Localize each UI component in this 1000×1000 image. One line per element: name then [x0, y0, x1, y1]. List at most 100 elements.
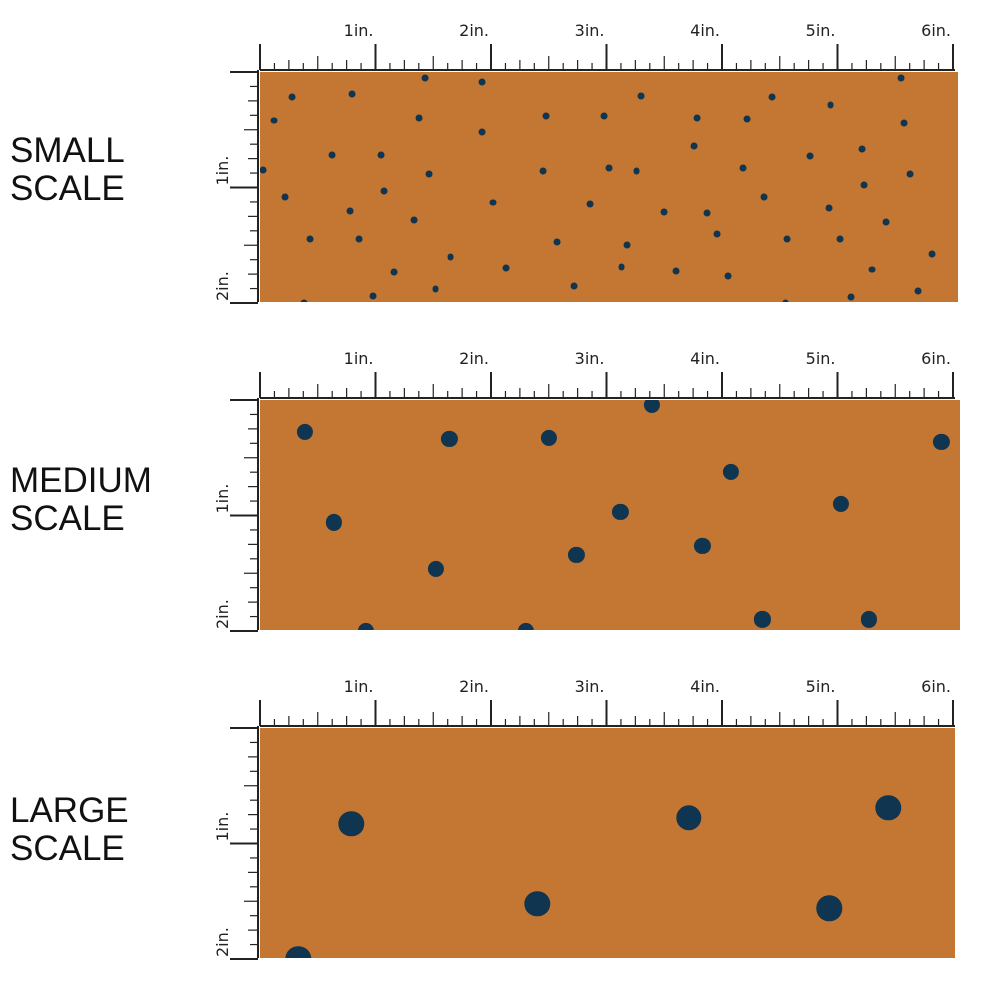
polka-dot	[694, 537, 711, 554]
polka-dot	[836, 236, 844, 243]
polka-dot	[377, 151, 385, 159]
small-scale-panel: SMALL SCALE 1in. 2in. 3in. 4in. 5in. 6in. 1in.…	[0, 0, 1000, 330]
polka-dot	[782, 299, 789, 302]
polka-dot	[783, 236, 791, 243]
inch-label: 1in.	[344, 21, 374, 40]
scale-label: MEDIUM SCALE	[10, 461, 152, 538]
polka-dot	[568, 546, 585, 563]
polka-dot	[672, 267, 680, 275]
inch-label: 6in.	[921, 677, 951, 696]
polka-dot	[260, 166, 267, 174]
polka-dot	[723, 463, 740, 480]
polka-dot	[875, 794, 902, 821]
polka-dot	[643, 400, 660, 413]
inch-label: 4in.	[690, 21, 720, 40]
polka-dot	[928, 251, 936, 258]
ruler: 1in. 2in. 3in. 4in. 5in. 6in. 1in. 2in.	[213, 677, 955, 960]
inch-label: 6in.	[921, 349, 951, 368]
polka-dot	[270, 117, 278, 124]
scale-label: SMALL SCALE	[10, 131, 125, 208]
ruler: 1in. 2in. 3in. 4in. 5in. 6in. 1in. 2in.	[213, 21, 955, 304]
large-scale-panel: LARGE SCALE 1in. 2in. 3in. 4in. 5in. 6in. 1in.…	[0, 660, 1000, 1000]
polka-dot	[358, 622, 375, 630]
polka-dot	[539, 167, 547, 175]
polka-dot	[827, 102, 835, 109]
polka-dot	[806, 152, 814, 160]
polka-dot	[524, 890, 550, 917]
medium-scale-panel: MEDIUM SCALE 1in. 2in. 3in. 4in. 5in. 6in. 1in…	[0, 330, 1000, 660]
polka-dot	[690, 142, 698, 150]
polka-dot	[768, 93, 776, 101]
polka-dot	[328, 151, 336, 159]
inch-label: 2in.	[459, 677, 489, 696]
polka-dot	[743, 115, 751, 123]
polka-dot	[502, 264, 510, 272]
inch-label: 2in.	[459, 21, 489, 40]
polka-dot	[858, 145, 866, 153]
ruler: 1in. 2in. 3in. 4in. 5in. 6in. 1in. 2in.	[213, 349, 955, 632]
inch-label: 6in.	[921, 21, 951, 40]
vertical-inch-label: 1in.	[213, 156, 232, 186]
polka-dot	[633, 167, 640, 175]
polka-dot	[660, 208, 668, 216]
polka-dot	[693, 114, 701, 122]
inch-label: 1in.	[344, 677, 374, 696]
polka-dot	[914, 287, 922, 295]
polka-dot	[847, 293, 855, 301]
polka-dot	[675, 805, 702, 831]
polka-dot	[570, 282, 578, 290]
polka-dot	[754, 611, 771, 628]
polka-dot	[901, 119, 908, 127]
polka-dot	[612, 503, 629, 521]
polka-dot	[441, 431, 458, 448]
inch-label: 4in.	[690, 349, 720, 368]
polka-dot	[724, 272, 732, 280]
polka-dot	[540, 430, 557, 447]
polka-dot	[860, 181, 868, 189]
polka-dot	[713, 230, 721, 238]
fabric-swatch	[260, 72, 958, 302]
polka-dot	[906, 170, 914, 178]
polka-dot	[346, 207, 354, 215]
polka-dot	[586, 200, 594, 208]
polka-dot	[325, 514, 342, 531]
polka-dot	[489, 199, 497, 206]
vertical-inch-label: 1in.	[213, 812, 232, 842]
polka-dot	[542, 112, 550, 120]
polka-dot	[369, 292, 377, 300]
polka-dot	[296, 424, 314, 441]
polka-dot	[415, 114, 423, 122]
polka-dot	[380, 187, 388, 195]
polka-dot	[868, 266, 876, 273]
polka-dot	[432, 285, 440, 293]
fabric-swatch	[260, 728, 955, 958]
polka-dot	[933, 433, 950, 450]
polka-dot	[478, 78, 486, 86]
polka-dot	[860, 611, 877, 628]
polka-dot	[281, 193, 289, 201]
inch-label: 4in.	[690, 677, 720, 696]
polka-dot	[517, 622, 534, 630]
polka-dot	[618, 263, 625, 271]
scale-label: LARGE SCALE	[10, 791, 129, 868]
vertical-inch-label: 2in.	[213, 271, 232, 301]
polka-dot	[600, 112, 608, 120]
inch-label: 5in.	[806, 349, 836, 368]
polka-dot	[300, 299, 308, 302]
vertical-inch-label: 1in.	[213, 484, 232, 514]
polka-dot	[288, 93, 296, 101]
polka-dot	[623, 241, 631, 249]
polka-dot	[348, 90, 356, 98]
polka-dot	[427, 560, 444, 577]
polka-dot	[760, 193, 768, 201]
polka-dot	[425, 170, 433, 178]
polka-dot	[447, 253, 455, 261]
polka-dot	[897, 74, 905, 82]
polka-dot	[816, 895, 843, 921]
fabric-swatch	[260, 400, 960, 630]
polka-dot	[882, 218, 890, 226]
polka-dot	[637, 92, 645, 100]
polka-dot	[605, 164, 613, 172]
polka-dot	[338, 811, 364, 837]
inch-label: 3in.	[575, 21, 605, 40]
